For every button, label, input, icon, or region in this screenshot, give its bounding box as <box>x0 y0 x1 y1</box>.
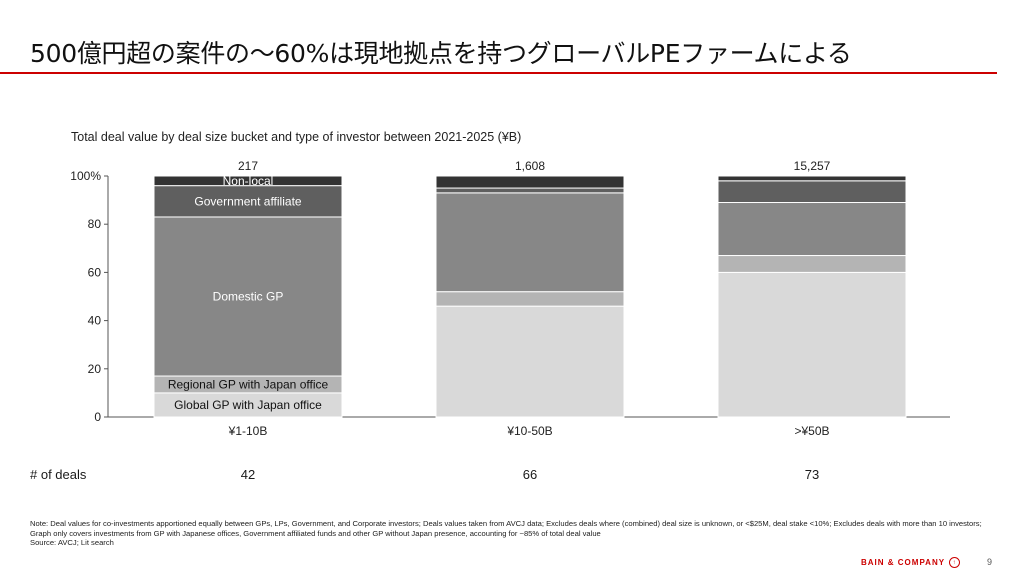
bar-segment-non-local <box>435 175 625 189</box>
bar-segment-government-affiliate <box>153 185 343 218</box>
segment-label-regional-gp-with-japan-office: Regional GP with Japan office <box>168 377 329 391</box>
y-tick-label: 60 <box>88 265 102 279</box>
bar-segment-global-gp-with-japan-office <box>717 271 907 418</box>
segment-label-non-local: Non-local <box>223 174 274 188</box>
brand-logo: BAIN & COMPANY ↑ <box>861 557 961 568</box>
bar-total-label: 1,608 <box>515 159 545 173</box>
footnote-source: Source: AVCJ; Lit search <box>30 538 114 548</box>
footnote: Note: Deal values for co-investments app… <box>30 519 995 548</box>
segment-label-government-affiliate: Government affiliate <box>194 194 301 208</box>
bar-total-label: 217 <box>238 159 258 173</box>
y-tick-label: 40 <box>88 314 102 328</box>
chart-subtitle: Total deal value by deal size bucket and… <box>71 130 522 144</box>
bar-segment-government-affiliate <box>435 187 625 194</box>
y-tick-label: 20 <box>88 362 102 376</box>
x-tick-label: ¥10-50B <box>506 424 552 438</box>
bar-segment-non-local <box>153 175 343 187</box>
bar-total-label: 15,257 <box>794 159 831 173</box>
deal-count-10-50b: 66 <box>522 467 538 482</box>
page-number: 9 <box>987 557 993 567</box>
bar-segment-government-affiliate <box>717 180 907 204</box>
deal-count-1-10b: 42 <box>240 467 256 482</box>
bar-segment-domestic-gp <box>153 216 343 377</box>
bar-segment-regional-gp-with-japan-office <box>717 255 907 273</box>
bar-segment-global-gp-with-japan-office <box>435 305 625 418</box>
bar-segment-regional-gp-with-japan-office <box>435 291 625 307</box>
y-tick-label: 0 <box>94 410 101 424</box>
deal-count-over-50b: 73 <box>804 467 820 482</box>
segment-label-global-gp-with-japan-office: Global GP with Japan office <box>174 398 322 412</box>
bar-segment-non-local <box>717 175 907 182</box>
stacked-bar-chart: 0 20 40 60 80 100% 217 ¥1-10B Global GP with Jap… <box>70 159 950 438</box>
footnote-note: Note: Deal values for co-investments app… <box>30 519 982 538</box>
brand-name: BAIN & COMPANY <box>861 558 946 567</box>
title-divider <box>0 72 997 74</box>
slide-title: 500億円超の案件の～60%は現地拠点を持つグローバルPEファームによる <box>30 39 852 68</box>
bain-circle-icon: ↑ <box>949 557 961 568</box>
deals-count-label: # of deals <box>30 467 87 482</box>
y-tick-label: 80 <box>88 217 102 231</box>
y-tick-label: 100% <box>70 169 101 183</box>
bar-segment-global-gp-with-japan-office <box>153 392 343 418</box>
bar-segment-domestic-gp <box>435 192 625 293</box>
segment-label-domestic-gp: Domestic GP <box>213 290 284 304</box>
x-tick-label: ¥1-10B <box>228 424 268 438</box>
x-tick-label: >¥50B <box>794 424 829 438</box>
bar-segment-domestic-gp <box>717 202 907 257</box>
